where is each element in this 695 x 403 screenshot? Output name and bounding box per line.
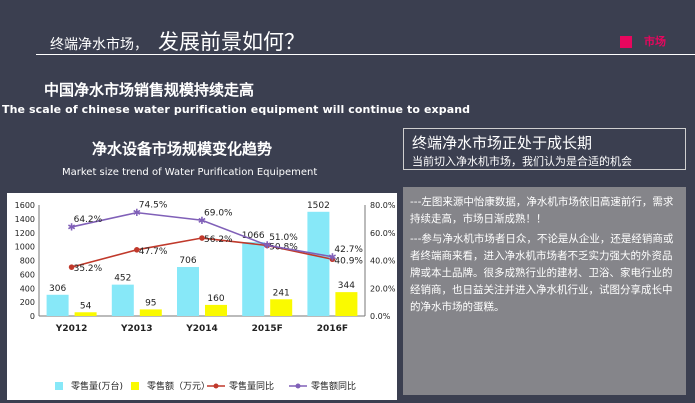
bar-amount <box>74 312 97 316</box>
y-tick-label: 800 <box>20 257 35 266</box>
series-point: ✱ <box>198 216 206 227</box>
series-point: ✱ <box>263 241 271 252</box>
legend-swatch <box>55 382 63 390</box>
y-tick-label: 1400 <box>15 215 35 224</box>
series-point-label: 69.0% <box>204 208 233 218</box>
chart-subtitle: Market size trend of Water Purification … <box>62 167 318 178</box>
x-tick-label: 2016F <box>317 324 348 334</box>
series-point <box>329 256 336 263</box>
series-point <box>199 235 205 241</box>
bar-volume-label: 706 <box>179 256 196 266</box>
bar-amount <box>270 299 293 316</box>
bar-amount <box>335 292 358 316</box>
notes-panel: ---左图来源中怡康数据，净水机市场依旧高速前行，需求持续走高，市场日渐成熟！！… <box>403 187 686 395</box>
note-paragraph-1: ---左图来源中怡康数据，净水机市场依旧高速前行，需求持续走高，市场日渐成熟！！ <box>410 196 674 225</box>
bar-volume <box>177 267 199 316</box>
chart-title: 净水设备市场规模变化趋势 <box>92 140 273 158</box>
series-point: ✱ <box>133 208 141 219</box>
bar-amount-label: 54 <box>80 301 92 311</box>
bar-amount <box>205 304 227 316</box>
legend-label: 零售额（万元） <box>147 380 210 392</box>
section-tag: 市场 <box>644 35 666 48</box>
series-point-label: 74.5% <box>139 201 168 211</box>
y2-tick-label: 0.0% <box>370 312 391 321</box>
summary-box: 终端净水市场正处于成长期 当前切入净水机市场，我们认为是合适的机会 <box>403 128 686 170</box>
series-point <box>134 247 140 253</box>
section-heading-cn: 中国净水市场销售规模持续走高 <box>44 81 255 99</box>
bar-amount <box>139 309 162 316</box>
note-paragraph-2: ---参与净水机市场者日众，不论是从企业，还是经销商或者终端商来看，进入净水机市… <box>410 233 674 313</box>
legend-label: 零售量同比 <box>229 380 274 392</box>
x-tick-label: 2015F <box>252 324 283 334</box>
title-bar: 终端净水市场， 发展前景如何？ 市场 <box>36 22 695 56</box>
summary-title: 终端净水市场正处于成长期 <box>412 134 593 152</box>
y-tick-label: 1600 <box>15 201 35 210</box>
legend-swatch-marker <box>213 383 219 389</box>
section-heading-en: The scale of chinese water purification … <box>2 103 471 116</box>
bar-volume-label: 306 <box>49 284 66 294</box>
x-tick-label: Y2014 <box>185 324 218 334</box>
bar-volume <box>242 242 265 316</box>
market-size-chart: 0 200 400 600 800 1000 1200 1400 1600 0.0% 20.0% 40… <box>7 193 397 400</box>
bar-volume-label: 452 <box>114 274 131 284</box>
legend-swatch-marker <box>295 383 301 389</box>
bar-volume-label: 1502 <box>307 201 330 211</box>
page-title-prefix: 终端净水市场， <box>50 37 148 53</box>
series-point-label: 40.9% <box>334 256 363 266</box>
page-title: 发展前景如何？ <box>158 30 305 54</box>
y2-tick-label: 80.0% <box>370 201 396 210</box>
bar-volume <box>46 294 69 316</box>
section-marker-icon <box>620 36 632 48</box>
y2-tick-label: 60.0% <box>370 229 396 238</box>
series-point-label: 42.7% <box>334 245 363 255</box>
series-point-label: 56.2% <box>204 235 233 245</box>
bar-amount-label: 241 <box>273 288 290 298</box>
series-point-label: 64.2% <box>74 215 103 225</box>
legend-swatch <box>131 382 139 390</box>
y-tick-label: 200 <box>20 298 35 307</box>
y2-tick-label: 20.0% <box>370 284 396 293</box>
bar-amount-label: 344 <box>338 281 355 291</box>
bar-amount-label: 160 <box>207 294 224 304</box>
y-tick-label: 600 <box>20 270 35 279</box>
series-point-label: 47.7% <box>139 247 168 257</box>
y-tick-label: 1200 <box>15 229 35 238</box>
series-point: ✱ <box>328 252 336 263</box>
bar-volume <box>307 211 330 316</box>
x-tick-label: Y2012 <box>55 324 88 334</box>
x-tick-label: Y2013 <box>120 324 153 334</box>
series-point-label: 35.2% <box>74 264 103 274</box>
bar-volume <box>111 284 134 316</box>
legend-label: 零售额同比 <box>311 380 356 392</box>
bar-volume-label: 1066 <box>242 231 265 241</box>
title-underline <box>36 54 695 55</box>
series-point <box>68 264 75 270</box>
y-tick-label: 0 <box>30 312 35 321</box>
series-line-3 <box>71 211 333 258</box>
y2-tick-label: 40.0% <box>370 257 396 266</box>
y-tick-label: 1000 <box>15 243 35 252</box>
series-point-label: 51.0% <box>269 233 298 243</box>
summary-subtitle: 当前切入净水机市场，我们认为是合适的机会 <box>412 155 632 168</box>
bar-amount-label: 95 <box>145 298 156 308</box>
legend-label: 零售量(万台) <box>71 380 123 392</box>
y-tick-label: 400 <box>20 284 35 293</box>
series-point: ✱ <box>67 222 75 233</box>
